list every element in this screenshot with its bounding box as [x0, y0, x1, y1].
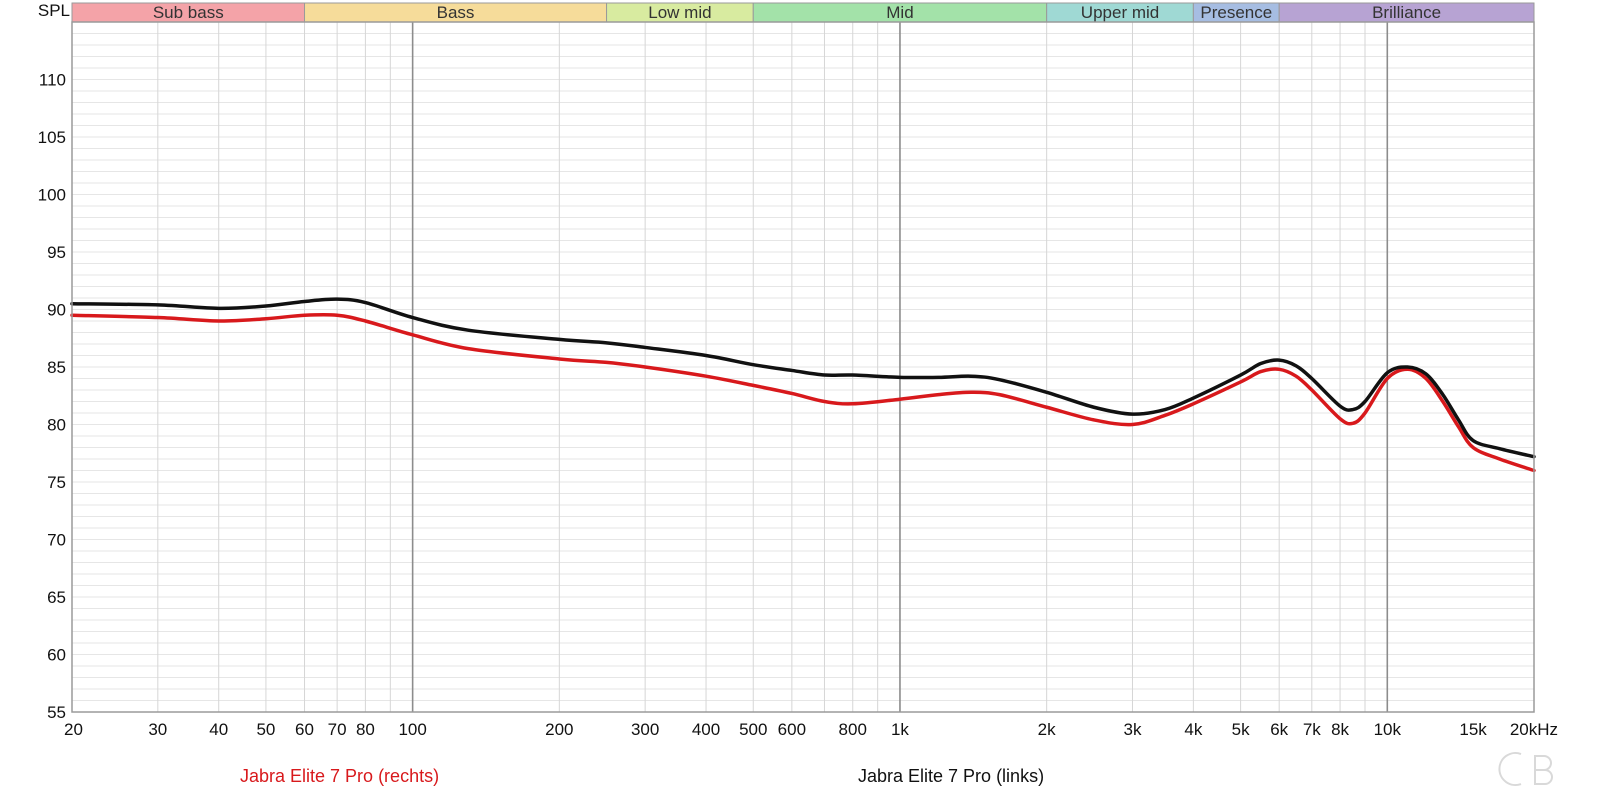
band-label-2: Low mid	[648, 3, 711, 22]
watermark-logo-icon	[1498, 752, 1553, 786]
x-tick-15: 2k	[1038, 720, 1056, 739]
x-tick-labels: 20 30 40 50 60 70 80 100 200 300 400 500 600 800 1k 2k 3…	[64, 720, 1558, 739]
minor-gridlines	[71, 21, 1535, 713]
x-tick-11: 500	[739, 720, 767, 739]
x-tick-4: 60	[295, 720, 314, 739]
x-tick-13: 800	[839, 720, 867, 739]
x-tick-0: 20	[64, 720, 83, 739]
y-tick-11: 110	[39, 71, 66, 90]
x-tick-14: 1k	[891, 720, 909, 739]
x-tick-8: 200	[545, 720, 573, 739]
plot-frame	[71, 21, 1535, 713]
x-tick-20: 7k	[1303, 720, 1321, 739]
series-line-1	[70, 297, 1536, 459]
series-line-0	[70, 312, 1536, 473]
x-tick-10: 400	[692, 720, 720, 739]
y-tick-7: 90	[47, 301, 66, 320]
y-axis-label: SPL	[38, 1, 70, 20]
x-tick-7: 100	[398, 720, 426, 739]
x-tick-2: 40	[209, 720, 228, 739]
y-tick-8: 95	[47, 243, 66, 262]
y-tick-10: 105	[38, 128, 66, 147]
legend-series-left: Jabra Elite 7 Pro (links)	[858, 766, 1045, 786]
band-label-1: Bass	[437, 3, 475, 22]
y-tick-4: 75	[47, 473, 66, 492]
series-lines	[70, 297, 1536, 473]
x-tick-5: 70	[328, 720, 347, 739]
x-tick-19: 6k	[1270, 720, 1288, 739]
x-tick-3: 50	[256, 720, 275, 739]
x-tick-22: 10k	[1374, 720, 1402, 739]
band-label-0: Sub bass	[153, 3, 224, 22]
y-tick-2: 65	[47, 588, 66, 607]
band-label-5: Presence	[1200, 3, 1272, 22]
x-tick-1: 30	[148, 720, 167, 739]
y-tick-5: 80	[47, 416, 66, 435]
band-label-4: Upper mid	[1081, 3, 1159, 22]
x-tick-16: 3k	[1123, 720, 1141, 739]
x-tick-18: 5k	[1232, 720, 1250, 739]
y-tick-1: 60	[47, 646, 66, 665]
x-tick-12: 600	[778, 720, 806, 739]
y-tick-3: 70	[47, 531, 66, 550]
band-label-6: Brilliance	[1372, 3, 1441, 22]
x-tick-23: 15k	[1459, 720, 1487, 739]
frequency-bands: Sub bass Bass Low mid Mid Upper mid Presence B…	[71, 2, 1535, 23]
y-tick-9: 100	[38, 186, 66, 205]
x-tick-9: 300	[631, 720, 659, 739]
x-tick-21: 8k	[1331, 720, 1349, 739]
x-tick-17: 4k	[1184, 720, 1202, 739]
x-tick-6: 80	[356, 720, 375, 739]
band-label-3: Mid	[886, 3, 913, 22]
y-tick-0: 55	[47, 703, 66, 722]
y-tick-labels: 55 60 65 70 75 80 85 90 95 100 105 110	[38, 71, 66, 723]
y-tick-6: 85	[47, 358, 66, 377]
x-tick-24: 20kHz	[1510, 720, 1558, 739]
major-gridlines	[411, 22, 1389, 712]
legend-series-right: Jabra Elite 7 Pro (rechts)	[240, 766, 440, 786]
